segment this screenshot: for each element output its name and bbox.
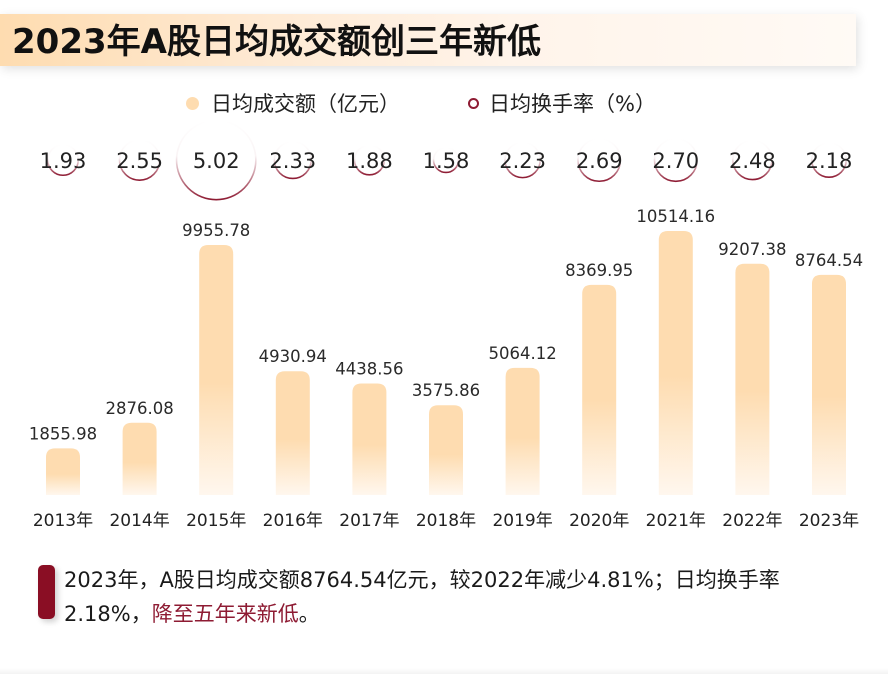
bar-2020年: [582, 284, 617, 495]
note-text-main: 2023年，A股日均成交额8764.54亿元，较2022年减少4.81%；日均换…: [64, 568, 780, 626]
legend-item-turnover-amount: 日均成交额（亿元）: [186, 88, 400, 118]
x-tick-label: 2013年: [33, 511, 93, 531]
bar-value-label: 1855.98: [29, 424, 97, 443]
legend-bar-swatch-icon: [186, 96, 199, 110]
turnover-rate-bubble: [175, 120, 257, 201]
legend-label-rate: 日均换手率（%）: [489, 92, 656, 116]
bar-2016年: [275, 371, 310, 495]
turnover-rate-label: 2.33: [269, 149, 316, 173]
x-tick-label: 2019年: [492, 511, 552, 531]
bar-value-label: 8764.54: [795, 251, 863, 270]
legend-label-amount: 日均成交额（亿元）: [211, 92, 400, 116]
legend-item-turnover-rate: 日均换手率（%）: [468, 88, 656, 118]
page-title: 2023年A股日均成交额创三年新低: [12, 22, 541, 62]
turnover-rate-label: 2.23: [499, 149, 546, 173]
turnover-rate-bubbles: 1.93 2.55 5.02 2.33 1.88 1.58 2.23 2.69 2.70 2.48…: [40, 120, 853, 201]
turnover-amount-bars: 1855.98 2876.08 9955.78 4930.94 4438.56 3575.…: [29, 207, 863, 495]
turnover-rate-label: 2.70: [652, 149, 699, 173]
turnover-rate-label: 1.93: [40, 149, 87, 173]
bar-value-label: 8369.95: [565, 261, 633, 280]
bar-value-label: 2876.08: [105, 399, 173, 418]
note-accent-bar: [38, 565, 55, 619]
turnover-rate-bubble: [504, 141, 542, 179]
bar-2017年: [352, 383, 387, 495]
bar-value-label: 10514.16: [636, 207, 715, 226]
turnover-rate-bubble: [273, 140, 313, 180]
turnover-rate-bubble: [810, 141, 848, 179]
turnover-rate-bubble: [432, 146, 460, 174]
x-tick-label: 2020年: [569, 511, 629, 531]
bar-value-label: 3575.86: [412, 381, 480, 400]
turnover-rate-bubble: [353, 144, 386, 176]
x-tick-label: 2014年: [109, 511, 169, 531]
chart-legend: 日均成交额（亿元） 日均换手率（%）: [0, 88, 888, 118]
x-tick-label: 2018年: [416, 511, 476, 531]
chart: 1.93 2.55 5.02 2.33 1.88 1.58 2.23 2.69 2.70 2.48…: [29, 120, 863, 531]
bar-value-label: 5064.12: [488, 344, 556, 363]
turnover-rate-label: 5.02: [193, 149, 240, 173]
turnover-rate-label: 2.69: [576, 149, 623, 173]
turnover-rate-label: 2.48: [729, 149, 776, 173]
bar-value-label: 4930.94: [259, 347, 327, 366]
bar-2014年: [122, 422, 157, 495]
note-text: 2023年，A股日均成交额8764.54亿元，较2022年减少4.81%；日均换…: [64, 563, 864, 631]
turnover-rate-bubble: [577, 137, 622, 183]
bar-2021年: [658, 231, 693, 495]
x-axis-labels: 2013年 2014年 2015年 2016年 2017年 2018年 2019年 2020年…: [33, 511, 859, 531]
bar-2023年: [812, 274, 846, 495]
x-tick-label: 2021年: [646, 511, 706, 531]
note-text-end: 。: [298, 602, 320, 626]
bar-2019年: [505, 367, 540, 495]
x-tick-label: 2016年: [263, 511, 323, 531]
turnover-rate-label: 1.88: [346, 149, 393, 173]
bar-value-label: 9955.78: [182, 221, 250, 240]
footer-divider: [0, 668, 888, 674]
turnover-rate-bubble: [118, 139, 161, 181]
turnover-rate-label: 2.55: [116, 149, 163, 173]
x-tick-label: 2023年: [799, 511, 859, 531]
turnover-rate-label: 1.58: [423, 149, 470, 173]
title-banner: 2023年A股日均成交额创三年新低: [0, 14, 856, 66]
x-tick-label: 2015年: [186, 511, 246, 531]
note-text-highlight: 降至五年来新低: [151, 602, 299, 626]
x-tick-label: 2022年: [722, 511, 782, 531]
bar-2013年: [46, 448, 80, 495]
bar-value-label: 9207.38: [718, 240, 786, 259]
turnover-rate-bubble: [732, 139, 773, 181]
turnover-rate-bubble: [46, 143, 80, 177]
legend-circle-swatch-icon: [468, 97, 479, 109]
bar-2018年: [429, 405, 463, 495]
turnover-rate-label: 2.18: [806, 149, 853, 173]
bar-value-label: 4438.56: [335, 360, 403, 379]
bar-2015年: [199, 245, 234, 495]
bar-2022年: [735, 263, 770, 495]
x-tick-label: 2017年: [339, 511, 399, 531]
turnover-rate-bubble: [653, 137, 698, 183]
